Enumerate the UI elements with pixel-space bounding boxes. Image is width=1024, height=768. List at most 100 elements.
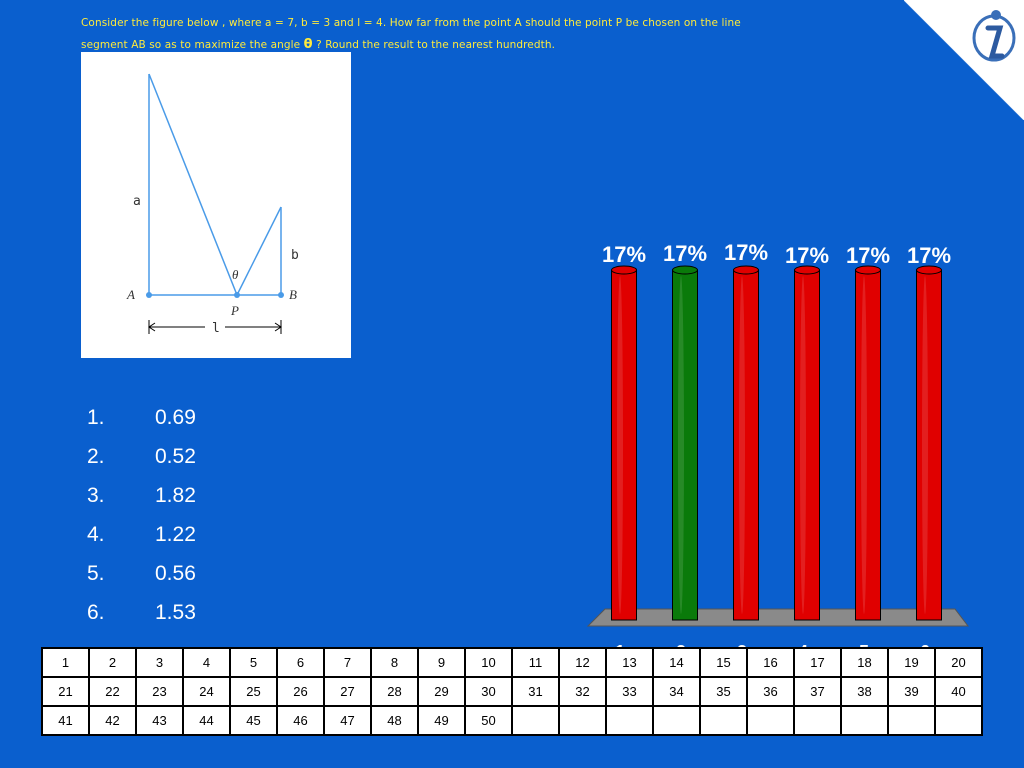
chart-floor <box>586 608 970 627</box>
geometry-figure: a b A B P θ l <box>81 52 351 358</box>
bar-value-label: 17% <box>724 240 768 265</box>
grid-cell: 14 <box>652 647 701 678</box>
logo-icon <box>972 10 1016 62</box>
grid-cell <box>511 705 560 736</box>
grid-cell: 19 <box>887 647 936 678</box>
grid-cell: 30 <box>464 676 513 707</box>
bar-shine-2 <box>678 276 684 614</box>
answer-value: 0.56 <box>155 562 196 585</box>
grid-cell: 6 <box>276 647 325 678</box>
answer-option[interactable]: 4. 1.22 <box>87 515 196 554</box>
grid-cell: 41 <box>41 705 90 736</box>
grid-cell: 15 <box>699 647 748 678</box>
answer-number: 4. <box>87 523 105 546</box>
theta-symbol: θ <box>303 37 313 52</box>
grid-cell <box>605 705 654 736</box>
grid-cell: 16 <box>746 647 795 678</box>
grid-cell: 32 <box>558 676 607 707</box>
question-text: Consider the figure below , where a = 7,… <box>81 13 811 56</box>
label-b: b <box>291 248 299 263</box>
grid-cell: 26 <box>276 676 325 707</box>
bar-top-1 <box>611 265 637 275</box>
answer-number: 1. <box>87 406 105 429</box>
bar-value-label: 17% <box>846 243 890 268</box>
grid-cell: 31 <box>511 676 560 707</box>
grid-cell: 38 <box>840 676 889 707</box>
bar-top-6 <box>916 265 942 275</box>
grid-row: 41 42 43 44 45 46 47 48 49 50 <box>41 705 983 736</box>
bar-top-2 <box>672 265 698 275</box>
label-point-B: B <box>289 287 297 302</box>
grid-cell <box>840 705 889 736</box>
grid-cell: 1 <box>41 647 90 678</box>
point-B <box>278 292 284 298</box>
point-P <box>234 292 240 298</box>
question-line2-pre: segment AB so as to maximize the angle <box>81 39 304 51</box>
grid-cell: 27 <box>323 676 372 707</box>
grid-cell: 2 <box>88 647 137 678</box>
grid-cell: 24 <box>182 676 231 707</box>
bar-shine-1 <box>617 276 623 614</box>
answer-option[interactable]: 2. 0.52 <box>87 437 196 476</box>
response-bar-chart: 17%117%217%317%417%517%6 <box>585 232 985 672</box>
grid-cell: 42 <box>88 705 137 736</box>
grid-cell: 44 <box>182 705 231 736</box>
grid-cell: 40 <box>934 676 983 707</box>
answer-option[interactable]: 1. 0.69 <box>87 398 196 437</box>
grid-cell: 37 <box>793 676 842 707</box>
answer-option[interactable]: 5. 0.56 <box>87 554 196 593</box>
grid-cell: 34 <box>652 676 701 707</box>
bar-3 <box>733 269 759 621</box>
answer-value: 1.82 <box>155 484 196 507</box>
grid-cell: 17 <box>793 647 842 678</box>
grid-cell: 13 <box>605 647 654 678</box>
answer-value: 1.22 <box>155 523 196 546</box>
bar-5 <box>855 269 881 621</box>
bar-shine-6 <box>922 276 928 614</box>
label-point-P: P <box>230 303 239 318</box>
bar-top-4 <box>794 265 820 275</box>
grid-cell: 21 <box>41 676 90 707</box>
bar-6 <box>916 269 942 621</box>
answer-number: 5. <box>87 562 105 585</box>
grid-cell: 10 <box>464 647 513 678</box>
bar-shine-3 <box>739 276 745 614</box>
grid-cell: 12 <box>558 647 607 678</box>
grid-cell <box>699 705 748 736</box>
answer-value: 0.69 <box>155 406 196 429</box>
grid-cell: 4 <box>182 647 231 678</box>
grid-cell: 23 <box>135 676 184 707</box>
grid-cell <box>558 705 607 736</box>
bar-1 <box>611 269 637 621</box>
grid-cell: 20 <box>934 647 983 678</box>
answer-number: 2. <box>87 445 105 468</box>
bar-value-label: 17% <box>602 242 646 267</box>
bar-shine-4 <box>800 276 806 614</box>
grid-cell <box>793 705 842 736</box>
grid-cell <box>652 705 701 736</box>
grid-row: 21 22 23 24 25 26 27 28 29 30 31 32 33 34 35 36 37 38 39 40 <box>41 676 983 707</box>
bar-2 <box>672 269 698 621</box>
grid-cell: 8 <box>370 647 419 678</box>
bar-shine-5 <box>861 276 867 614</box>
question-line2-post: ? Round the result to the nearest hundre… <box>312 39 556 51</box>
line-to-P-from-b <box>236 206 282 296</box>
grid-cell <box>746 705 795 736</box>
answer-number: 3. <box>87 484 105 507</box>
grid-cell: 25 <box>229 676 278 707</box>
grid-cell: 43 <box>135 705 184 736</box>
bar-4 <box>794 269 820 621</box>
grid-cell: 45 <box>229 705 278 736</box>
bar-top-3 <box>733 265 759 275</box>
bar-value-label: 17% <box>663 241 707 266</box>
grid-cell: 48 <box>370 705 419 736</box>
bar-top-5 <box>855 265 881 275</box>
grid-cell <box>887 705 936 736</box>
answer-option[interactable]: 3. 1.82 <box>87 476 196 515</box>
grid-cell: 39 <box>887 676 936 707</box>
answer-list: 1. 0.69 2. 0.52 3. 1.82 4. 1.22 5. 0.56 6. 1.5… <box>87 398 196 632</box>
grid-cell: 18 <box>840 647 889 678</box>
bar-value-label: 17% <box>785 243 829 268</box>
answer-option[interactable]: 6. 1.53 <box>87 593 196 632</box>
bar-value-label: 17% <box>907 243 951 268</box>
